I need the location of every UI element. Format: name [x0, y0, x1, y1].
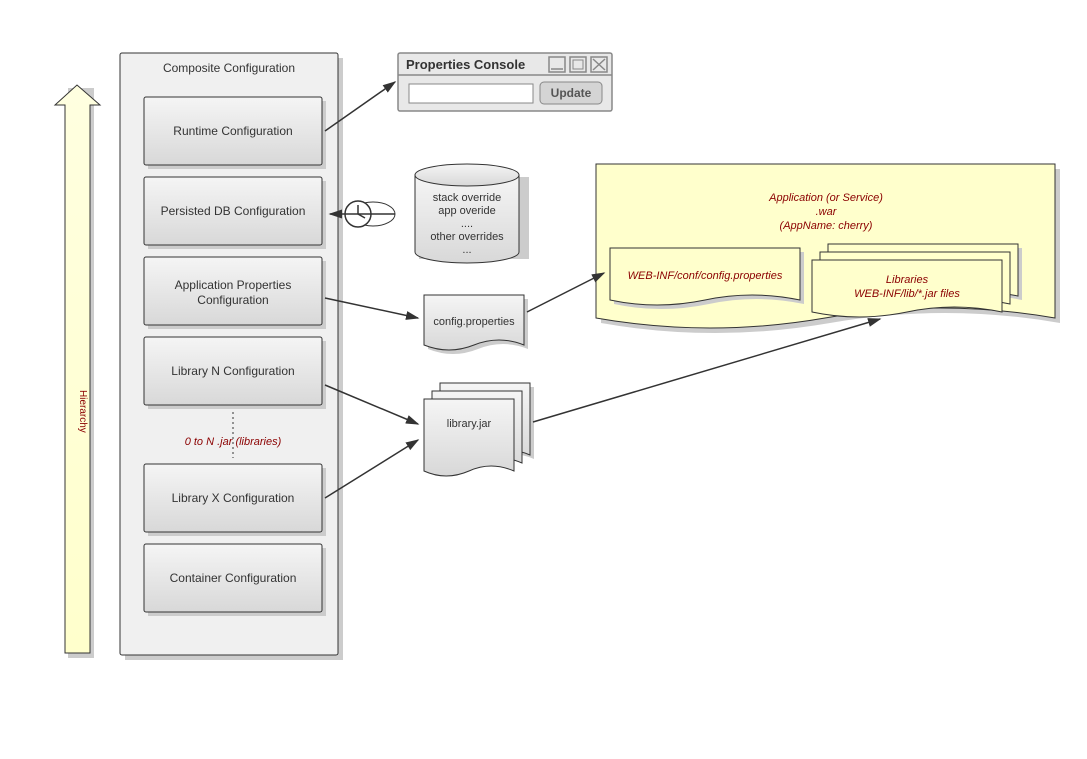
item-persisted: Persisted DB Configuration [161, 204, 306, 218]
update-button-label: Update [551, 86, 592, 100]
item-runtime: Runtime Configuration [173, 124, 292, 138]
db-line-2: app overide [438, 205, 496, 217]
db-line-3: .... [461, 218, 473, 230]
db-line-1: stack override [433, 192, 501, 204]
console-title: Properties Console [406, 57, 525, 72]
item-libn: Library N Configuration [171, 364, 294, 378]
application-container: Application (or Service) .war (AppName: … [596, 164, 1060, 333]
config-file-label: config.properties [433, 316, 515, 328]
item-libx: Library X Configuration [172, 491, 295, 505]
properties-console: Properties Console Update [398, 53, 612, 111]
db-line-4: other overrides [430, 231, 504, 243]
gap-label: 0 to N .jar (libraries) [185, 436, 282, 448]
webinf-label: WEB-INF/conf/config.properties [628, 270, 783, 282]
lib-line-1: Libraries [886, 274, 929, 286]
library-file-label: library.jar [447, 418, 492, 430]
app-title-1: Application (or Service) [768, 192, 883, 204]
diagram-canvas: Hierarchy Composite Configuration Runtim… [0, 0, 1087, 759]
item-appprops-2: Configuration [197, 293, 268, 307]
app-title-2: .war [816, 206, 838, 218]
db-line-5: ... [462, 244, 471, 256]
hierarchy-label: Hierarchy [77, 390, 88, 433]
arrow-jar-libraries [533, 319, 880, 422]
db-cylinder: stack override app overide .... other ov… [415, 164, 529, 263]
config-file: config.properties [424, 295, 528, 354]
item-appprops-1: Application Properties [175, 278, 292, 292]
arrow-config-webinf [527, 273, 604, 312]
hierarchy-arrow: Hierarchy [55, 85, 100, 658]
item-container: Container Configuration [170, 571, 297, 585]
console-input[interactable] [409, 84, 533, 103]
library-files: library.jar [424, 383, 534, 476]
composite-container: Composite Configuration Runtime Configur… [120, 53, 343, 660]
lib-line-2: WEB-INF/lib/*.jar files [854, 288, 960, 300]
composite-title: Composite Configuration [163, 61, 295, 75]
app-title-3: (AppName: cherry) [780, 220, 873, 232]
